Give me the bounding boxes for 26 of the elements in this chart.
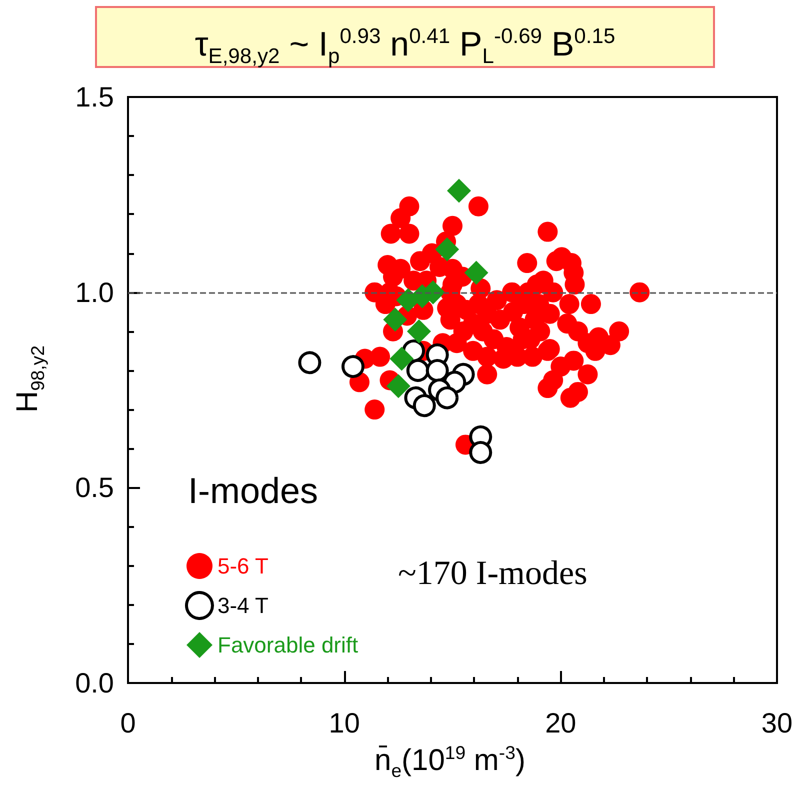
legend-label: 3-4 T: [218, 593, 268, 618]
point: [342, 355, 364, 378]
point: [412, 394, 436, 418]
point: [406, 358, 430, 382]
x-axis-title: n̄$_{e}$(10$^{19}$ m$^{-3}$): [374, 742, 526, 782]
x-tick-label: 0: [120, 708, 136, 738]
chart-title: τ$_{E,98,y2}$ ~ I$_{p}$$^{0.93}$ n$^{0.41}$ P$_{L}$$^{-0.69}$ B$^{0.15}$: [194, 25, 616, 68]
x-tick-label: 30: [761, 708, 793, 738]
point: [436, 386, 459, 410]
point: [406, 319, 431, 344]
y-tick-label: 1.0: [75, 276, 114, 308]
legend-label: Favorable drift: [218, 632, 358, 658]
point: [446, 178, 471, 203]
x-tick-label: 20: [545, 708, 576, 738]
legend-label: 5-6 T: [218, 554, 268, 578]
point: [426, 358, 449, 382]
point: [390, 346, 414, 371]
y-tick-label: 0.0: [75, 668, 114, 698]
y-tick-label: 1.5: [75, 82, 114, 112]
annotation: ~170 I-modes: [398, 555, 588, 593]
point: [469, 441, 492, 464]
legend-title: I-modes: [188, 470, 318, 512]
point: [464, 260, 488, 285]
x-tick-label: 10: [328, 708, 360, 738]
point: [298, 351, 322, 374]
y-tick-label: 0.5: [75, 472, 114, 504]
